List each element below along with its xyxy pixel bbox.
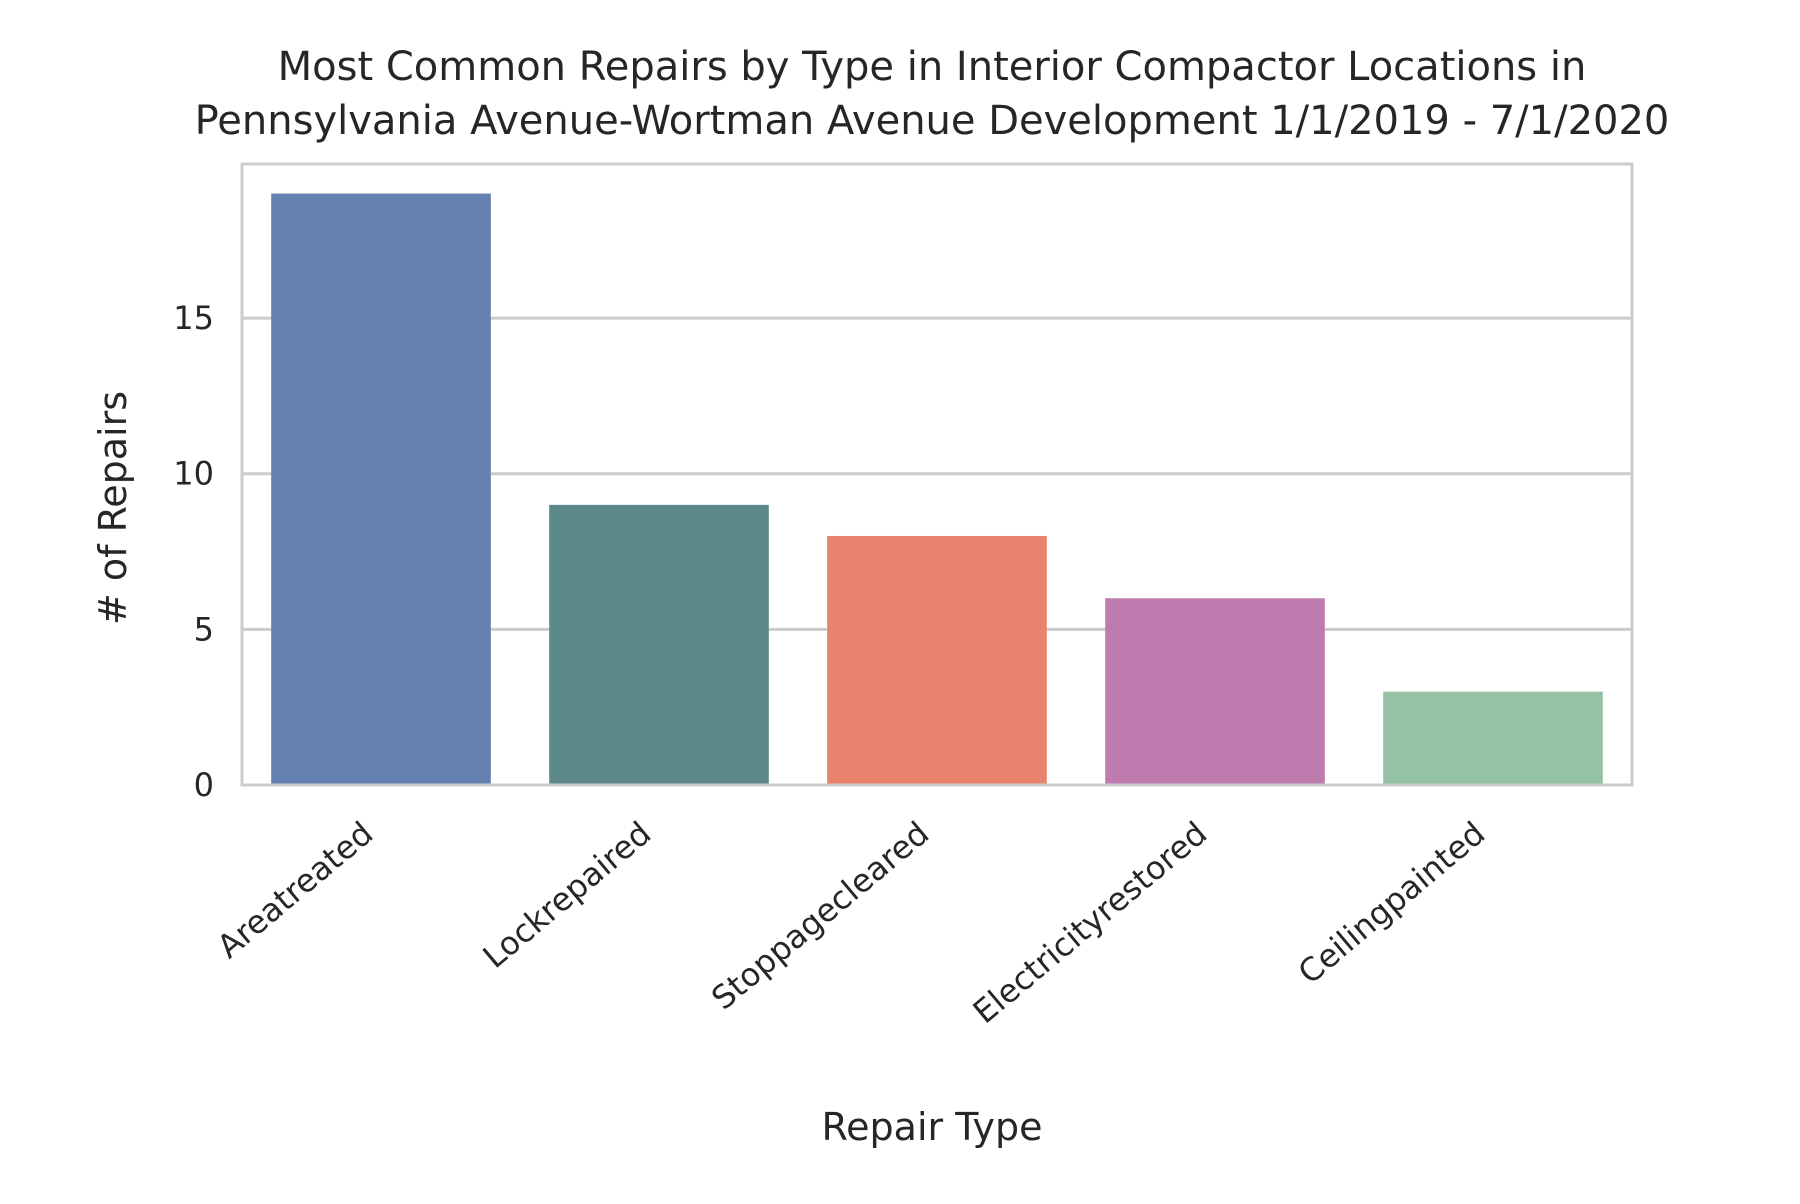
chart-title-line-1: Most Common Repairs by Type in Interior … (278, 44, 1587, 90)
bar-ceilingpainted (1383, 691, 1603, 785)
y-tick-label: 10 (173, 455, 214, 493)
bars (271, 193, 1603, 786)
y-tick-label: 0 (194, 766, 214, 804)
x-tick-label: Ceilingpainted (1291, 814, 1492, 992)
y-axis-ticks: 0 5 10 15 (173, 299, 214, 804)
y-tick-label: 5 (194, 610, 214, 648)
chart-title: Most Common Repairs by Type in Interior … (195, 44, 1670, 144)
x-tick-label: Lockrepaired (476, 814, 659, 976)
y-tick-label: 15 (173, 299, 214, 337)
chart-title-line-2: Pennsylvania Avenue-Wortman Avenue Devel… (195, 98, 1670, 144)
x-tick-label: Stoppagecleared (704, 814, 936, 1017)
x-tick-label: Electricityrestored (966, 814, 1214, 1031)
bar-areatreated (271, 193, 491, 786)
x-axis-ticks: Areatreated Lockrepaired Stoppagecleared El… (210, 814, 1492, 1031)
bar-electricityrestored (1105, 598, 1325, 785)
plot-frame (240, 162, 1634, 787)
x-tick-label: Areatreated (210, 814, 380, 966)
bar-lockrepaired (549, 504, 769, 785)
y-axis-label: # of Repairs (91, 391, 135, 625)
x-axis-label: Repair Type (821, 1105, 1042, 1149)
bar-stoppagecleared (827, 535, 1047, 785)
